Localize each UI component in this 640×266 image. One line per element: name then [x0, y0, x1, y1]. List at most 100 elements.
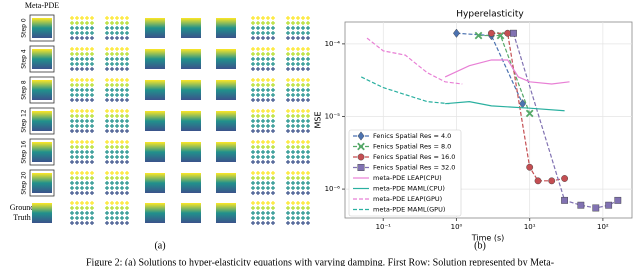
mesh-node — [75, 36, 79, 40]
mesh-node — [105, 109, 109, 113]
mesh-node — [271, 31, 275, 35]
mesh-node — [120, 160, 124, 164]
mesh-node — [120, 109, 124, 113]
mesh-node — [125, 181, 129, 185]
mesh-node — [80, 119, 84, 123]
mesh-node — [115, 160, 119, 164]
panel-caption: (a) — [154, 240, 165, 251]
mesh-solution — [216, 80, 236, 100]
mesh-node — [125, 201, 129, 205]
mesh-node — [90, 206, 94, 210]
mesh-node — [75, 57, 79, 61]
mesh-node — [251, 186, 255, 190]
mesh-node — [110, 52, 114, 56]
mesh-node — [90, 52, 94, 56]
mesh-node — [90, 119, 94, 123]
mesh-node — [296, 191, 300, 195]
mesh-node — [120, 186, 124, 190]
mesh-node — [90, 145, 94, 149]
mesh-node — [296, 98, 300, 102]
mesh-node — [75, 98, 79, 102]
mesh-node — [110, 150, 114, 154]
mesh-node — [70, 129, 74, 133]
mesh-node — [256, 186, 260, 190]
mesh-node — [271, 201, 275, 205]
mesh-node — [261, 216, 265, 220]
mesh-node — [80, 155, 84, 159]
mesh-node — [256, 140, 260, 144]
mesh-node — [296, 52, 300, 56]
mesh-node — [85, 78, 89, 82]
mesh-frame — [29, 107, 55, 135]
mesh-node — [85, 216, 89, 220]
mesh-node — [110, 114, 114, 118]
mesh-node — [286, 62, 290, 66]
mesh-node — [90, 93, 94, 97]
mesh-solution — [145, 142, 165, 162]
mesh-node — [115, 67, 119, 71]
mesh-node — [125, 206, 129, 210]
mesh-node — [105, 140, 109, 144]
mesh-node — [75, 67, 79, 71]
mesh-node — [115, 140, 119, 144]
mesh-node — [306, 78, 310, 82]
mesh-node — [266, 140, 270, 144]
mesh-node — [75, 181, 79, 185]
mesh-node — [90, 155, 94, 159]
mesh-node — [301, 206, 305, 210]
mesh-node — [110, 47, 114, 51]
mesh-solution — [32, 173, 52, 193]
mesh-node — [301, 26, 305, 30]
mesh-node — [301, 93, 305, 97]
mesh-node — [90, 67, 94, 71]
mesh-node — [80, 124, 84, 128]
mesh-node — [70, 206, 74, 210]
y-tick-label: 10⁻⁵ — [325, 112, 341, 120]
mesh-node — [105, 88, 109, 92]
mesh-node — [90, 78, 94, 82]
mesh-node — [261, 16, 265, 20]
mesh-node — [291, 119, 295, 123]
mesh-node — [291, 186, 295, 190]
mesh-node — [256, 155, 260, 159]
mesh-node — [271, 52, 275, 56]
legend-marker — [357, 131, 365, 141]
mesh-node — [301, 129, 305, 133]
mesh-node — [120, 78, 124, 82]
mesh-node — [125, 52, 129, 56]
mesh-node — [90, 171, 94, 175]
mesh-node — [286, 93, 290, 97]
legend-box — [348, 129, 462, 217]
mesh-node — [261, 62, 265, 66]
mesh-node — [261, 129, 265, 133]
mesh-node — [115, 109, 119, 113]
mesh-node — [291, 171, 295, 175]
mesh-node — [120, 16, 124, 20]
mesh-node — [110, 221, 114, 225]
mesh-node — [125, 140, 129, 144]
mesh-node — [120, 124, 124, 128]
mesh-node — [85, 186, 89, 190]
mesh-node — [115, 26, 119, 30]
mesh-node — [90, 31, 94, 35]
mesh-solution — [145, 80, 165, 100]
mesh-node — [261, 98, 265, 102]
mesh-node — [271, 186, 275, 190]
y-axis-label: MSE — [314, 111, 323, 128]
mesh-node — [115, 62, 119, 66]
mesh-node — [85, 26, 89, 30]
mesh-node — [120, 140, 124, 144]
mesh-node — [266, 201, 270, 205]
data-point — [605, 201, 613, 209]
mesh-node — [105, 57, 109, 61]
mesh-node — [110, 21, 114, 25]
mesh-node — [266, 171, 270, 175]
mesh-node — [70, 221, 74, 225]
mesh-node — [296, 129, 300, 133]
mesh-node — [85, 181, 89, 185]
mesh-solution — [145, 111, 165, 131]
mesh-node — [120, 31, 124, 35]
mesh-frame — [29, 14, 55, 42]
mesh-node — [266, 181, 270, 185]
mesh-node — [291, 93, 295, 97]
